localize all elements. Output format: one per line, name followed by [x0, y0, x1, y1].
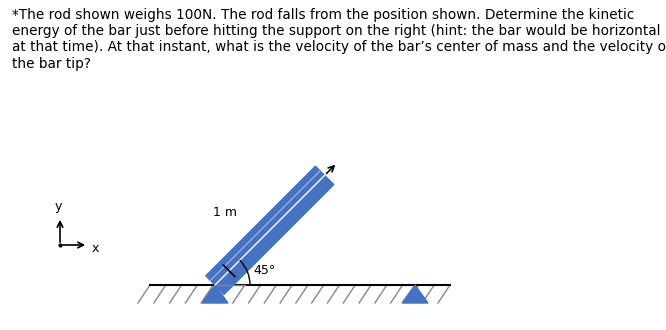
Text: *The rod shown weighs 100N. The rod falls from the position shown. Determine the: *The rod shown weighs 100N. The rod fall…	[12, 8, 666, 71]
Polygon shape	[402, 285, 428, 303]
Polygon shape	[202, 285, 228, 303]
Text: y: y	[55, 200, 62, 213]
Polygon shape	[206, 166, 334, 294]
Text: x: x	[92, 242, 99, 254]
Text: 1 m: 1 m	[213, 206, 237, 219]
Text: 45°: 45°	[253, 263, 275, 277]
